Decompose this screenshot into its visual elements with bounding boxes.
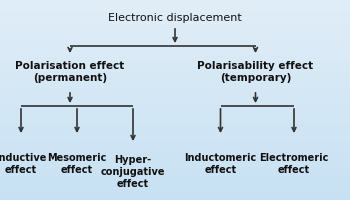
Bar <box>0 143 350 147</box>
Bar <box>0 123 350 127</box>
Bar <box>0 190 350 193</box>
Bar <box>0 70 350 73</box>
Bar <box>0 57 350 60</box>
Bar <box>0 183 350 187</box>
Bar <box>0 170 350 173</box>
Text: Polarisation effect
(permanent): Polarisation effect (permanent) <box>15 61 125 83</box>
Bar <box>0 133 350 137</box>
Bar <box>0 193 350 197</box>
Bar <box>0 90 350 93</box>
Bar <box>0 180 350 183</box>
Bar <box>0 83 350 87</box>
Text: Inductive
effect: Inductive effect <box>0 153 47 175</box>
Bar <box>0 77 350 80</box>
Bar <box>0 103 350 107</box>
Bar <box>0 100 350 103</box>
Bar <box>0 23 350 27</box>
Bar <box>0 173 350 177</box>
Bar <box>0 150 350 153</box>
Bar <box>0 13 350 17</box>
Bar <box>0 93 350 97</box>
Bar <box>0 147 350 150</box>
Bar <box>0 10 350 13</box>
Bar <box>0 153 350 157</box>
Bar <box>0 47 350 50</box>
Bar <box>0 137 350 140</box>
Text: Hyper-
conjugative
effect: Hyper- conjugative effect <box>101 155 165 189</box>
Bar <box>0 17 350 20</box>
Bar <box>0 177 350 180</box>
Bar <box>0 163 350 167</box>
Bar <box>0 20 350 23</box>
Bar <box>0 43 350 47</box>
Bar <box>0 3 350 7</box>
Bar <box>0 117 350 120</box>
Bar <box>0 37 350 40</box>
Text: Mesomeric
effect: Mesomeric effect <box>47 153 107 175</box>
Text: Polarisability effect
(temporary): Polarisability effect (temporary) <box>197 61 314 83</box>
Bar <box>0 67 350 70</box>
Bar <box>0 87 350 90</box>
Bar <box>0 197 350 200</box>
Bar <box>0 140 350 143</box>
Text: Electronic displacement: Electronic displacement <box>108 13 242 23</box>
Bar <box>0 113 350 117</box>
Bar <box>0 53 350 57</box>
Text: Inductomeric
effect: Inductomeric effect <box>184 153 257 175</box>
Bar <box>0 130 350 133</box>
Bar <box>0 33 350 37</box>
Bar <box>0 110 350 113</box>
Text: Electromeric
effect: Electromeric effect <box>259 153 329 175</box>
Bar <box>0 60 350 63</box>
Bar <box>0 30 350 33</box>
Bar <box>0 50 350 53</box>
Bar <box>0 73 350 77</box>
Bar <box>0 97 350 100</box>
Bar <box>0 107 350 110</box>
Bar <box>0 27 350 30</box>
Bar <box>0 7 350 10</box>
Bar <box>0 157 350 160</box>
Bar <box>0 63 350 67</box>
Bar <box>0 127 350 130</box>
Bar <box>0 160 350 163</box>
Bar <box>0 167 350 170</box>
Bar <box>0 0 350 3</box>
Bar <box>0 80 350 83</box>
Bar <box>0 40 350 43</box>
Bar <box>0 187 350 190</box>
Bar <box>0 120 350 123</box>
